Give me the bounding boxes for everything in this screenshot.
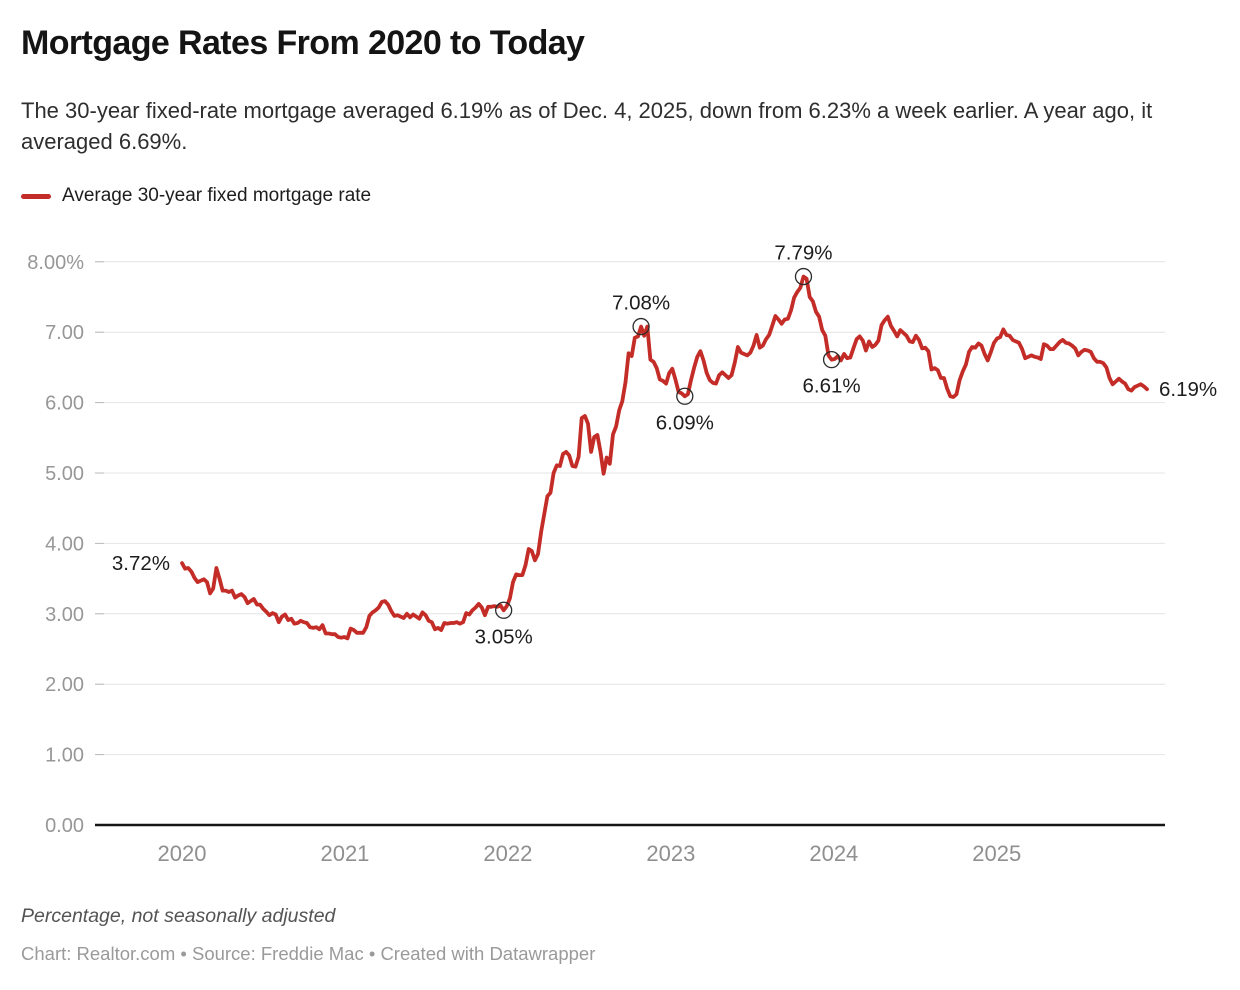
y-axis-tick-label: 5.00 [45, 463, 84, 485]
y-axis-tick-label: 6.00 [45, 393, 84, 415]
legend-line-swatch [21, 193, 51, 199]
point-marker [794, 267, 813, 286]
point-marker [495, 601, 513, 619]
y-axis-tick-label: 3.00 [45, 604, 84, 626]
x-axis-tick-label: 2024 [809, 841, 858, 866]
annotation-label: 6.09% [656, 411, 714, 434]
y-axis-tick-label: 4.00 [45, 533, 84, 555]
x-axis-tick-label: 2021 [320, 841, 369, 866]
annotation-label: 7.08% [612, 292, 670, 315]
page-title: Mortgage Rates From 2020 to Today [21, 24, 585, 62]
legend: Average 30-year fixed mortgage rate [21, 184, 371, 208]
annotation-label: 7.79% [774, 242, 832, 265]
footer-note: Percentage, not seasonally adjusted [21, 905, 336, 927]
point-marker [632, 317, 650, 336]
y-axis-tick-label: 2.00 [45, 674, 84, 696]
y-axis-tick-label: 7.00 [45, 322, 84, 344]
x-axis-tick-label: 2020 [158, 841, 207, 866]
annotation-label: 3.05% [475, 625, 533, 648]
rate-line [180, 274, 1149, 641]
y-axis-tick-label: 8.00% [27, 252, 84, 274]
y-axis-tick-label: 0.00 [45, 815, 84, 837]
annotation-label: 3.72% [112, 552, 170, 575]
annotation-label: 6.61% [803, 375, 861, 398]
point-marker [822, 351, 841, 369]
x-axis-tick-label: 2022 [483, 841, 532, 866]
point-marker [676, 387, 694, 405]
y-axis-tick-label: 1.00 [45, 745, 84, 767]
annotation-label: 6.19% [1159, 378, 1217, 401]
footer-byline: Chart: Realtor.com • Source: Freddie Mac… [21, 943, 596, 964]
legend-label: Average 30-year fixed mortgage rate [62, 185, 372, 206]
x-axis-tick-label: 2025 [972, 841, 1021, 866]
x-axis-tick-label: 2023 [646, 841, 695, 866]
chart-description: The 30-year fixed-rate mortgage averaged… [21, 98, 1153, 154]
